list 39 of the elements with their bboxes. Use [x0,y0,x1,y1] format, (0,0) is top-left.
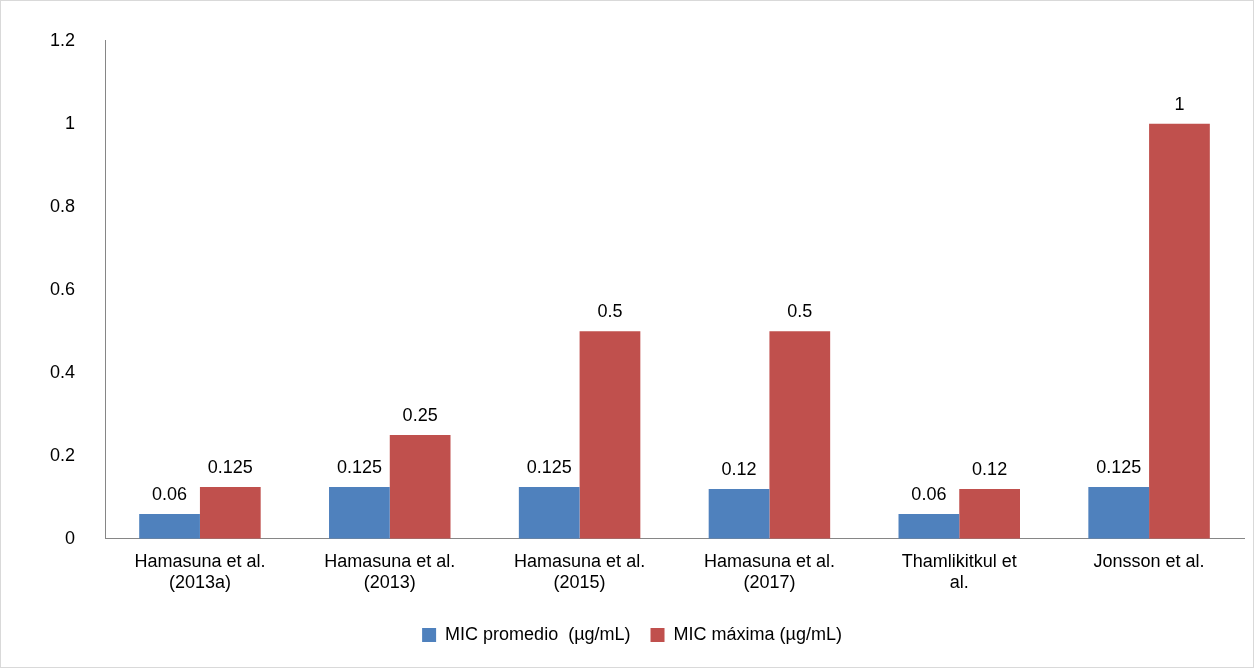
data-label: 0.25 [402,405,438,426]
bar [769,331,831,539]
data-label: 0.125 [1096,456,1142,477]
legend-label: MIC máxima (µg/mL) [673,623,842,644]
x-tick-label: Hamasuna et al. (2013) [324,550,456,593]
y-tick-label: 0 [65,527,76,548]
x-tick-label: Hamasuna et al. (2013a) [134,550,266,593]
x-tick-label: Hamasuna et al. (2015) [514,550,646,593]
bar [898,513,960,539]
y-tick-label: 0.2 [49,444,76,465]
bar [1088,486,1150,539]
x-tick-label: Thamlikitkul et al. [901,550,1017,593]
bar [389,435,451,539]
data-label: 0.12 [721,458,757,479]
bar [329,486,390,539]
bar [518,486,580,539]
y-tick-label: 1.2 [49,29,76,50]
x-tick-label: Jonsson et al. [1093,550,1205,571]
data-label: 1 [1174,93,1185,114]
data-label: 0.125 [207,456,253,477]
data-label: 0.06 [152,483,188,504]
y-tick-label: 0.8 [49,195,76,216]
legend-label: MIC promedio (µg/mL) [445,623,631,644]
y-tick-label: 1 [65,112,76,133]
x-tick-label: Hamasuna et al. (2017) [703,550,835,593]
data-label: 0.125 [336,456,382,477]
y-tick-label: 0.6 [49,278,76,299]
data-label: 0.12 [972,458,1008,479]
data-label: 0.06 [911,483,947,504]
data-label: 0.5 [597,301,623,322]
bar [1149,123,1210,539]
bar [579,331,641,539]
bar [139,513,200,539]
data-label: 0.125 [526,456,572,477]
bar [199,486,261,539]
y-tick-label: 0.4 [49,361,76,382]
bar [959,489,1020,539]
data-label: 0.5 [787,301,813,322]
bar [708,489,770,539]
